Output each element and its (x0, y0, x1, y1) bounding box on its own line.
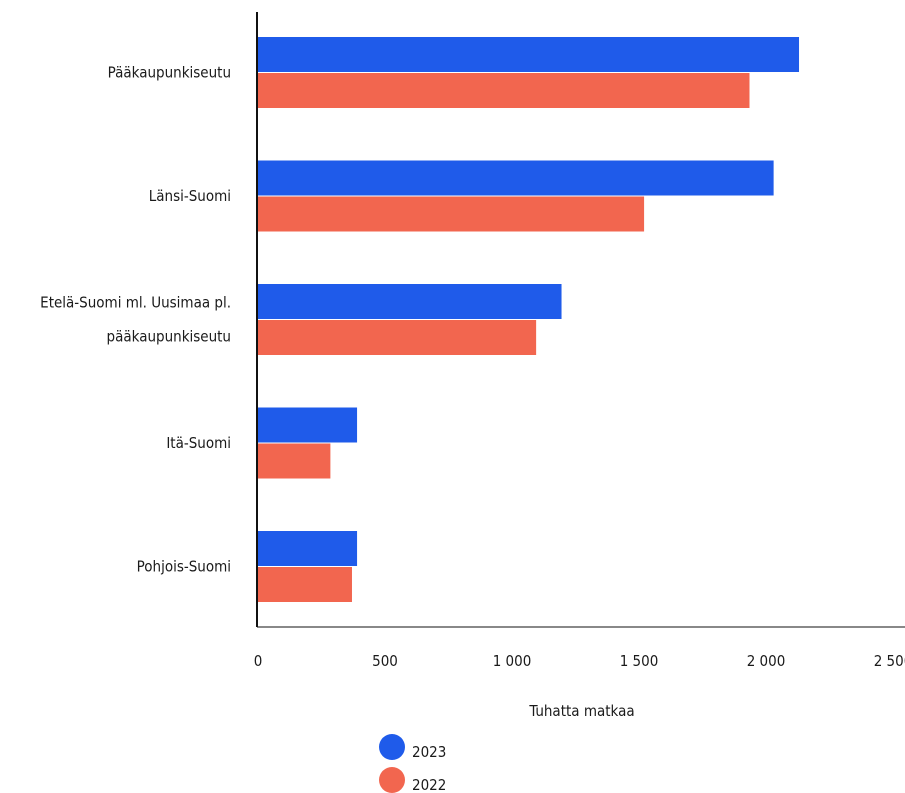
x-tick-label: 2 500 (874, 652, 905, 670)
x-tick-label: 500 (372, 652, 398, 670)
legend: 2023 2022 (379, 734, 446, 793)
x-tick-labels: 0 500 1 000 1 500 2 000 2 500 (254, 652, 905, 670)
bar-2023-0 (258, 37, 800, 72)
legend-swatch-2022 (379, 767, 405, 793)
bars-group (258, 37, 800, 602)
x-tick-label: 1 000 (493, 652, 532, 670)
x-axis-title: Tuhatta matkaa (528, 702, 634, 720)
category-label: Länsi-Suomi (149, 187, 231, 205)
bar-2023-4 (258, 531, 358, 566)
category-label: Itä-Suomi (166, 434, 231, 452)
bar-2022-4 (258, 567, 352, 602)
category-labels: Pääkaupunkiseutu Länsi-Suomi Etelä-Suomi m… (40, 64, 231, 576)
bar-2023-1 (258, 160, 774, 196)
bar-2022-2 (258, 320, 537, 355)
x-tick-label: 0 (254, 652, 263, 670)
bar-2022-0 (258, 73, 750, 108)
bar-2023-2 (258, 284, 562, 319)
bar-2022-3 (258, 443, 331, 479)
x-tick-label: 2 000 (747, 652, 786, 670)
category-label: Pohjois-Suomi (137, 558, 231, 576)
bar-2023-3 (258, 407, 358, 443)
category-label: Pääkaupunkiseutu (108, 64, 231, 82)
category-label: Etelä-Suomi ml. Uusimaa pl. (40, 294, 231, 312)
legend-label-2022: 2022 (412, 776, 446, 793)
legend-label-2023: 2023 (412, 743, 446, 761)
legend-swatch-2023 (379, 734, 405, 760)
x-tick-label: 1 500 (620, 652, 659, 670)
category-label: pääkaupunkiseutu (107, 328, 231, 346)
bar-2022-1 (258, 196, 645, 232)
